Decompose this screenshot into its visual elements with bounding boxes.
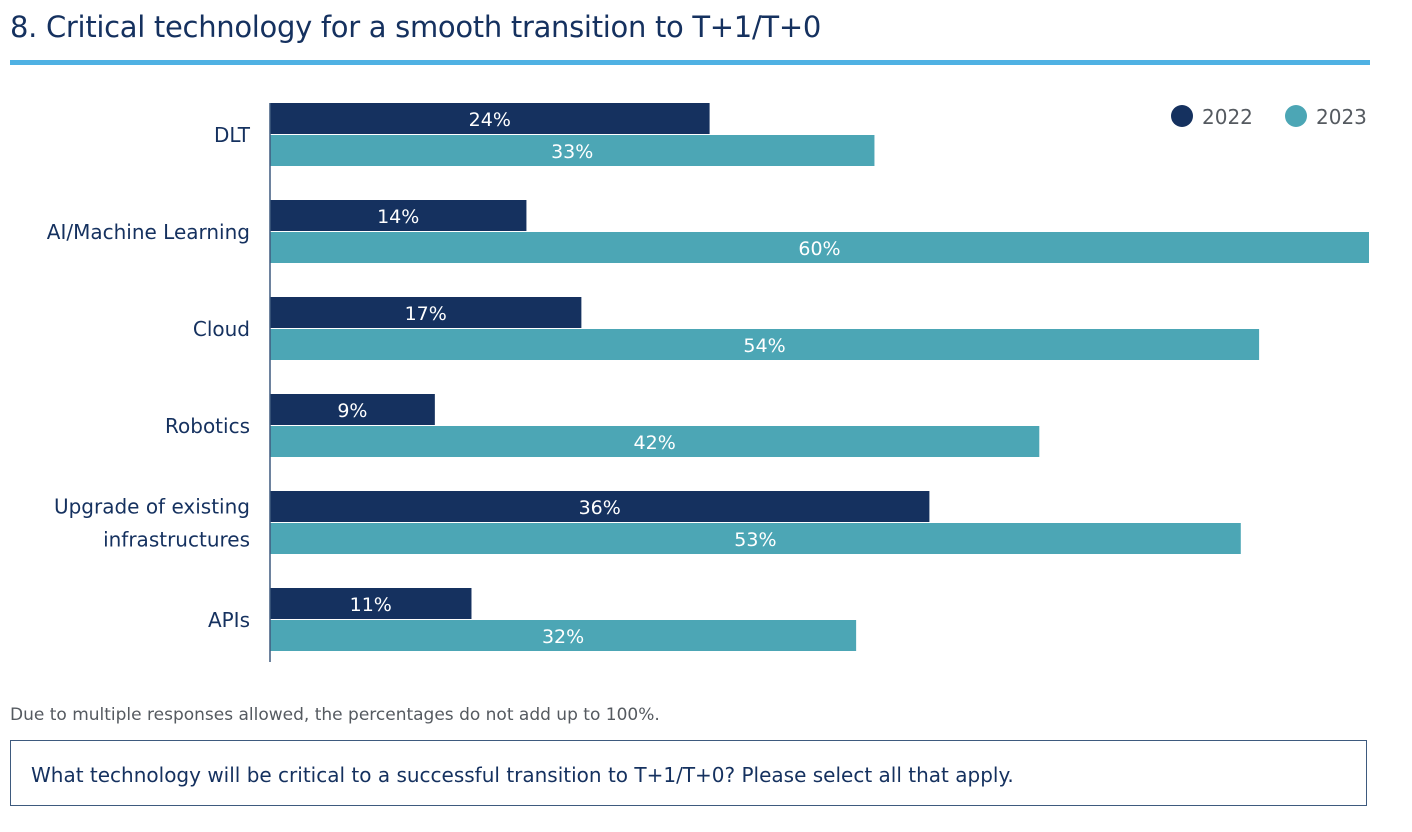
bar-value-label: 36% [579,497,621,519]
category-label: Upgrade of existing [54,495,250,519]
bar-value-label: 9% [337,400,367,422]
bar-value-label: 24% [469,109,511,131]
bar-2022-0 [270,103,710,134]
bar-2023-4 [270,523,1241,554]
legend-marker-2022 [1171,105,1193,127]
category-label: DLT [214,123,251,147]
page-title: 8. Critical technology for a smooth tran… [10,10,821,44]
bar-2023-1 [270,232,1369,263]
bar-2023-2 [270,329,1260,360]
bar-2022-5 [270,588,472,619]
bar-2022-4 [270,491,930,522]
legend-marker-2023 [1285,105,1307,127]
survey-question: What technology will be critical to a su… [31,763,1014,787]
bar-value-label: 32% [542,626,584,648]
legend-label-2023: 2023 [1316,105,1367,129]
category-label: Cloud [193,317,250,341]
bar-2022-2 [270,297,582,328]
category-label: infrastructures [103,528,250,552]
bar-value-label: 14% [377,206,419,228]
bar-value-label: 53% [734,529,776,551]
bar-2022-3 [270,394,435,425]
bar-2023-5 [270,620,857,651]
title-underline [10,60,1370,65]
legend-label-2022: 2022 [1202,105,1253,129]
bar-value-label: 54% [743,335,785,357]
bar-value-label: 42% [634,432,676,454]
bar-value-label: 33% [551,141,593,163]
bar-2022-1 [270,200,527,231]
bar-2023-3 [270,426,1040,457]
bar-2023-0 [270,135,875,166]
chart-bars: 24% 33% 14% 60% 17% 54% 9% 42% 36% 53% 11% 32% [270,103,1369,651]
bar-value-label: 11% [350,594,392,616]
category-label: Robotics [165,414,250,438]
category-label: APIs [208,608,250,632]
bar-chart: 2022 2023 24% 33% 14% 60% 17% 54% 9% 42% 36% 53% 11… [47,103,1369,662]
category-labels: DLT AI/Machine Learning Cloud Robotics Upgra… [47,123,251,632]
bar-value-label: 60% [798,238,840,260]
chart-legend: 2022 2023 [1171,105,1367,129]
category-label: AI/Machine Learning [47,220,250,244]
survey-question-box: What technology will be critical to a su… [10,740,1367,806]
bar-value-label: 17% [405,303,447,325]
footnote: Due to multiple responses allowed, the p… [10,705,660,725]
